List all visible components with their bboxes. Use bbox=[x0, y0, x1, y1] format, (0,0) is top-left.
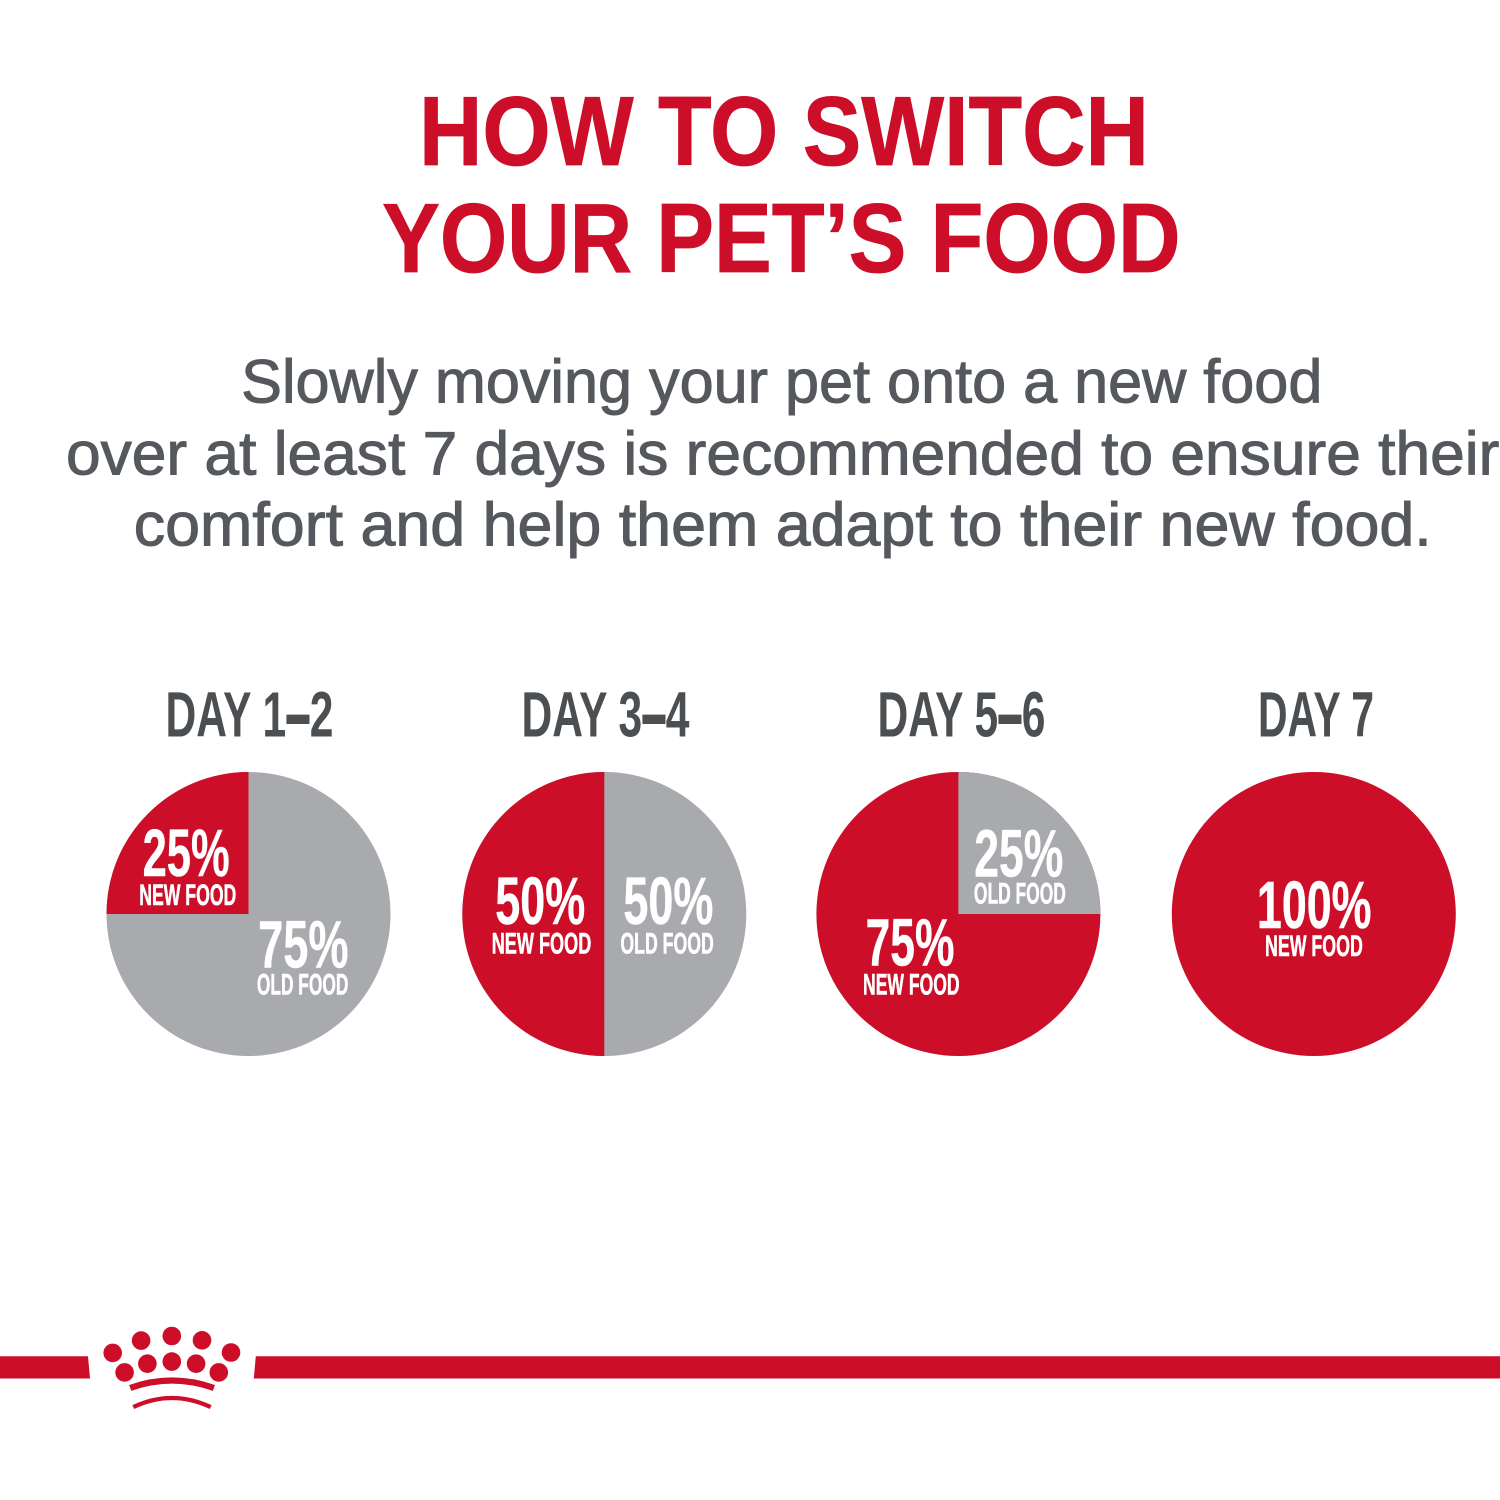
svg-text:NEW FOOD: NEW FOOD bbox=[492, 928, 592, 961]
svg-text:YOUR PET’S FOOD: YOUR PET’S FOOD bbox=[382, 183, 1180, 293]
svg-text:NEW FOOD: NEW FOOD bbox=[139, 880, 236, 913]
svg-text:100%: 100% bbox=[1257, 868, 1372, 943]
svg-text:OLD FOOD: OLD FOOD bbox=[257, 969, 349, 1002]
svg-text:50%: 50% bbox=[623, 864, 713, 939]
svg-text:75%: 75% bbox=[866, 907, 955, 981]
svg-text:25%: 25% bbox=[974, 818, 1063, 892]
svg-text:comfort and help them adapt to: comfort and help them adapt to their new… bbox=[134, 491, 1432, 559]
svg-text:NEW FOOD: NEW FOOD bbox=[1265, 930, 1363, 963]
svg-text:DAY 7: DAY 7 bbox=[1258, 679, 1374, 750]
svg-text:DAY 1–2: DAY 1–2 bbox=[166, 679, 334, 751]
svg-text:OLD FOOD: OLD FOOD bbox=[974, 878, 1066, 911]
svg-text:NEW FOOD: NEW FOOD bbox=[863, 969, 960, 1002]
svg-text:Slowly moving your pet onto a: Slowly moving your pet onto a new food bbox=[241, 346, 1322, 415]
svg-text:50%: 50% bbox=[495, 864, 585, 939]
svg-text:OLD FOOD: OLD FOOD bbox=[620, 928, 713, 961]
svg-text:DAY 5–6: DAY 5–6 bbox=[878, 679, 1046, 751]
svg-text:HOW TO SWITCH: HOW TO SWITCH bbox=[419, 77, 1149, 187]
svg-text:DAY 3–4: DAY 3–4 bbox=[522, 679, 690, 751]
svg-text:over at least 7 days is recomm: over at least 7 days is recommended to e… bbox=[66, 420, 1499, 489]
svg-text:25%: 25% bbox=[143, 815, 230, 890]
svg-text:75%: 75% bbox=[258, 907, 348, 982]
